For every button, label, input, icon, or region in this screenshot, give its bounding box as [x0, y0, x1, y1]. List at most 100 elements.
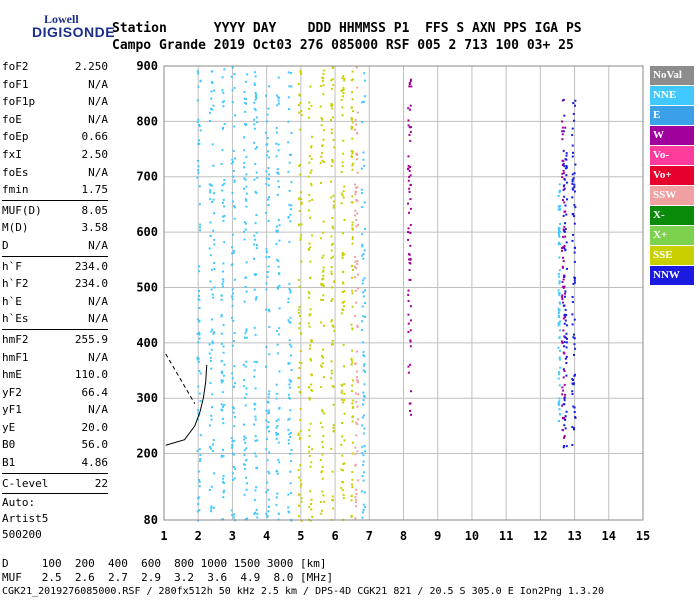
data-point [572, 336, 575, 339]
data-point [277, 186, 280, 189]
data-point [356, 370, 359, 373]
data-point [233, 86, 236, 89]
data-point [331, 107, 334, 110]
data-point [558, 230, 561, 233]
data-point [223, 100, 226, 103]
data-point [343, 462, 346, 465]
param-label: hmF1 [2, 350, 29, 364]
param-row: M(D) 3.58 [2, 219, 108, 237]
data-point [558, 309, 561, 312]
data-point [408, 261, 411, 264]
data-point [300, 260, 303, 263]
data-point [572, 333, 575, 336]
data-point [332, 403, 335, 406]
data-point [341, 77, 344, 80]
data-point [333, 329, 336, 332]
data-point [243, 91, 246, 94]
data-point [558, 323, 561, 326]
param-row: foF1 N/A [2, 76, 108, 94]
data-point [571, 155, 574, 158]
data-point [561, 294, 564, 297]
data-point [310, 157, 313, 160]
data-point [265, 94, 268, 97]
data-point [362, 394, 365, 397]
data-point [322, 500, 325, 503]
data-point [321, 440, 324, 443]
data-point [352, 78, 355, 81]
data-point [340, 170, 343, 173]
data-point [565, 165, 568, 168]
x-tick-label: 11 [499, 529, 513, 543]
data-point [287, 510, 290, 513]
data-point [557, 346, 560, 349]
data-point [409, 402, 412, 405]
data-point [267, 184, 270, 187]
data-point [208, 343, 211, 346]
data-point [267, 411, 270, 414]
data-point [197, 85, 200, 88]
y-tick-label: 900 [136, 59, 158, 73]
data-point [356, 200, 359, 203]
data-point [254, 109, 257, 112]
data-point [332, 426, 335, 429]
data-point [287, 141, 290, 144]
data-point [197, 385, 200, 388]
data-point [298, 223, 301, 226]
data-point [354, 517, 357, 520]
data-point [342, 365, 345, 368]
data-point [231, 89, 234, 92]
param-row: foF1p N/A [2, 93, 108, 111]
param-value: N/A [88, 112, 108, 126]
file-footer: CGK21_2019276085000.RSF / 280fx512h 50 k… [2, 586, 605, 597]
data-point [220, 372, 223, 375]
data-point [309, 422, 312, 425]
data-point [308, 242, 311, 245]
param-value: N/A [88, 403, 108, 417]
data-point [266, 113, 269, 116]
data-point [245, 173, 248, 176]
x-tick-label: 14 [602, 529, 616, 543]
data-point [288, 386, 291, 389]
data-point [407, 365, 410, 368]
data-point [407, 179, 410, 182]
data-point [265, 248, 268, 251]
data-point [363, 491, 366, 494]
data-point [563, 383, 566, 386]
data-point [571, 180, 574, 183]
data-point [298, 93, 301, 96]
data-point [571, 239, 574, 242]
data-point [355, 401, 358, 404]
data-point [289, 213, 292, 216]
data-point [288, 383, 291, 386]
data-point [351, 292, 354, 295]
autoscale-info: Auto: Artist5 500200 [2, 495, 108, 543]
data-point [197, 270, 200, 273]
data-point [350, 323, 353, 326]
data-point [562, 169, 565, 172]
data-point [230, 446, 233, 449]
data-point [210, 507, 213, 510]
data-point [275, 94, 278, 97]
param-value: 56.0 [81, 438, 109, 452]
data-point [565, 332, 568, 335]
data-point [253, 107, 256, 110]
data-point [561, 301, 564, 304]
data-point [557, 208, 560, 211]
data-point [355, 152, 358, 155]
data-point [275, 243, 278, 246]
data-point [409, 409, 412, 412]
data-point [558, 301, 561, 304]
data-point [573, 406, 576, 409]
data-point [231, 406, 234, 409]
data-point [361, 233, 364, 236]
data-point [232, 411, 235, 414]
data-point [254, 333, 257, 336]
data-point [198, 337, 201, 340]
data-point [297, 278, 300, 281]
data-point [298, 305, 301, 308]
data-point [558, 205, 561, 208]
data-point [268, 390, 271, 393]
data-point [199, 457, 202, 460]
data-point [322, 324, 325, 327]
data-point [210, 330, 213, 333]
